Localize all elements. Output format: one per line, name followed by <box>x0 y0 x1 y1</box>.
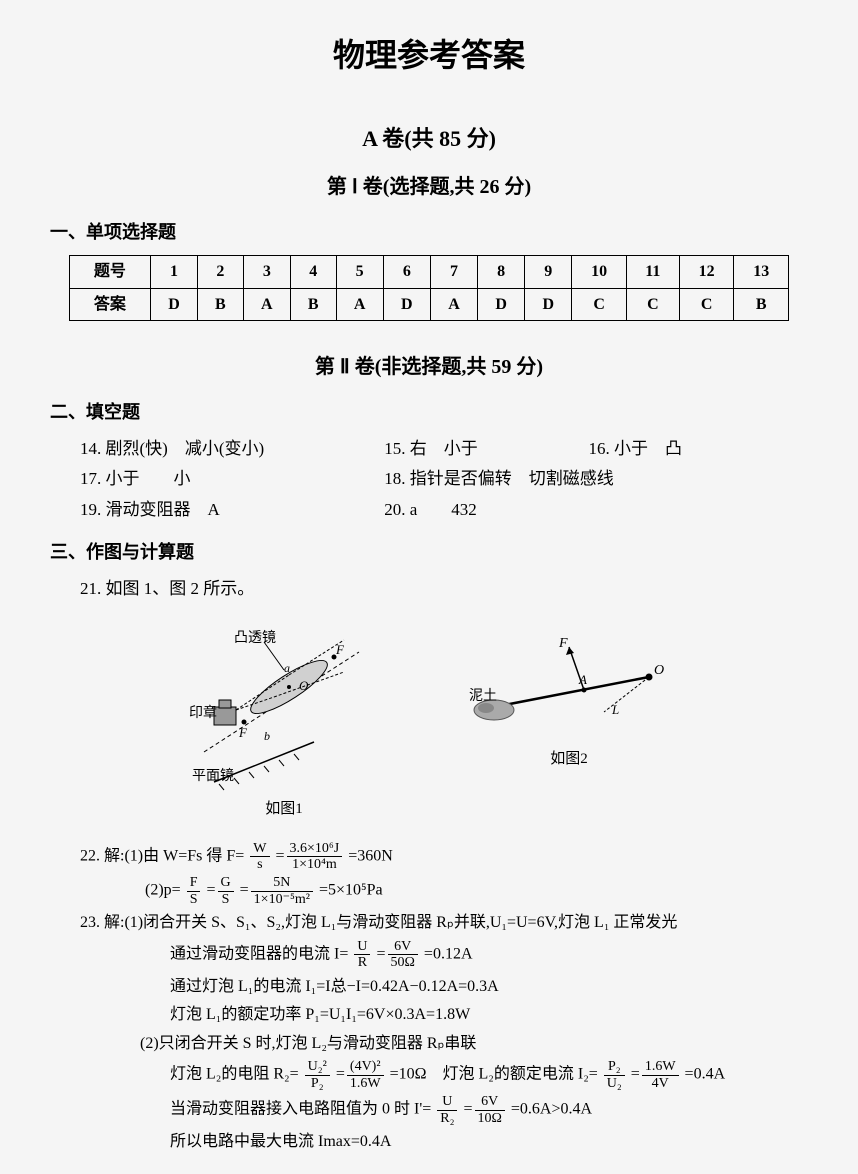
table-cell: C <box>679 288 733 321</box>
q22-line2: (2)p= FS =GS =5N1×10⁻⁵m² =5×10⁵Pa <box>145 875 808 907</box>
table-cell: D <box>150 288 197 321</box>
table-cell: 5 <box>336 256 383 289</box>
table-cell: 11 <box>626 256 679 289</box>
svg-text:凸透镜: 凸透镜 <box>234 630 276 646</box>
page-title: 物理参考答案 <box>50 30 808 81</box>
q20: 20. a 432 <box>384 496 477 523</box>
q23-line6: 灯泡 L₂的电阻 R₂= U₂²P₂ =(4V)²1.6W =10Ω 灯泡 L₂… <box>170 1059 808 1091</box>
q17: 17. 小于 小 <box>80 465 340 492</box>
table-cell: 答案 <box>69 288 150 321</box>
svg-text:F: F <box>335 642 345 657</box>
table-cell: 题号 <box>69 256 150 289</box>
q23-line7: 当滑动变阻器接入电路阻值为 0 时 I'= UR₂ =6V10Ω =0.6A>0… <box>170 1094 808 1126</box>
q18: 18. 指针是否偏转 切割磁感线 <box>384 465 614 492</box>
q23-line5: (2)只闭合开关 S 时,灯泡 L₂与滑动变阻器 Rₚ串联 <box>140 1031 808 1057</box>
svg-text:O: O <box>654 663 664 678</box>
table-cell: 3 <box>243 256 290 289</box>
table-cell: 4 <box>290 256 336 289</box>
calc-heading: 三、作图与计算题 <box>50 538 808 567</box>
table-row: 答案 D B A B A D A D D C C C B <box>69 288 788 321</box>
q19: 19. 滑动变阻器 A <box>80 496 340 523</box>
table-row: 题号 1 2 3 4 5 6 7 8 9 10 11 12 13 <box>69 256 788 289</box>
svg-text:泥土: 泥土 <box>469 688 497 704</box>
table-cell: C <box>626 288 679 321</box>
figures-container: 凸透镜 印章 平面镜 F F O a b 如图1 O A F <box>50 622 808 821</box>
figure-1: 凸透镜 印章 平面镜 F F O a b 如图1 <box>184 622 384 821</box>
table-cell: A <box>336 288 383 321</box>
q23-line2: 通过滑动变阻器的电流 I= UR =6V50Ω =0.12A <box>170 939 808 971</box>
table-cell: 9 <box>525 256 572 289</box>
svg-text:L: L <box>611 702 619 717</box>
q23-line3: 通过灯泡 L₁的电流 I₁=I总−I=0.42A−0.12A=0.3A <box>170 974 808 1000</box>
table-cell: 1 <box>150 256 197 289</box>
table-cell: D <box>383 288 430 321</box>
table-cell: 2 <box>198 256 244 289</box>
q23-line4: 灯泡 L₁的额定功率 P₁=U₁I₁=6V×0.3A=1.8W <box>170 1002 808 1028</box>
q23-line1: 23. 解:(1)闭合开关 S、S₁、S₂,灯泡 L₁与滑动变阻器 Rₚ并联,U… <box>80 910 808 936</box>
q22-line1: 22. 解:(1)由 W=Fs 得 F= Ws =3.6×10⁶J1×10⁴m … <box>80 841 808 873</box>
q23-line8: 所以电路中最大电流 Imax=0.4A <box>170 1129 808 1155</box>
table-cell: 13 <box>734 256 789 289</box>
lever-diagram-icon: O A F L 泥土 <box>464 622 674 742</box>
table-cell: B <box>290 288 336 321</box>
q16: 16. 小于 凸 <box>589 435 683 462</box>
table-cell: 7 <box>430 256 477 289</box>
q21: 21. 如图 1、图 2 所示。 <box>80 575 808 602</box>
table-cell: 8 <box>478 256 525 289</box>
fill-blanks: 14. 剧烈(快) 减小(变小) 15. 右 小于 16. 小于 凸 17. 小… <box>80 435 808 523</box>
svg-text:印章: 印章 <box>189 704 217 721</box>
figure-2: O A F L 泥土 如图2 <box>464 622 674 821</box>
table-cell: C <box>572 288 626 321</box>
part2-title: 第 Ⅱ 卷(非选择题,共 59 分) <box>50 351 808 383</box>
svg-text:a: a <box>284 661 290 675</box>
q15: 15. 右 小于 <box>384 435 544 462</box>
table-cell: 10 <box>572 256 626 289</box>
svg-text:F: F <box>238 725 248 740</box>
table-cell: A <box>430 288 477 321</box>
svg-text:b: b <box>264 729 270 743</box>
lens-mirror-diagram-icon: 凸透镜 印章 平面镜 F F O a b <box>184 622 384 792</box>
paper-a-header: A 卷(共 85 分) <box>50 121 808 156</box>
figure-1-caption: 如图1 <box>184 797 384 821</box>
fill-heading: 二、填空题 <box>50 398 808 427</box>
q14: 14. 剧烈(快) 减小(变小) <box>80 435 340 462</box>
table-cell: D <box>525 288 572 321</box>
mcq-heading: 一、单项选择题 <box>50 218 808 247</box>
table-cell: D <box>478 288 525 321</box>
svg-text:平面镜: 平面镜 <box>192 768 234 784</box>
svg-text:O: O <box>299 678 309 693</box>
table-cell: A <box>243 288 290 321</box>
table-cell: B <box>734 288 789 321</box>
table-cell: B <box>198 288 244 321</box>
part1-title: 第 Ⅰ 卷(选择题,共 26 分) <box>50 171 808 203</box>
figure-2-caption: 如图2 <box>464 747 674 771</box>
svg-text:F: F <box>558 636 568 651</box>
answer-table: 题号 1 2 3 4 5 6 7 8 9 10 11 12 13 答案 D B … <box>69 255 789 321</box>
table-cell: 12 <box>679 256 733 289</box>
table-cell: 6 <box>383 256 430 289</box>
